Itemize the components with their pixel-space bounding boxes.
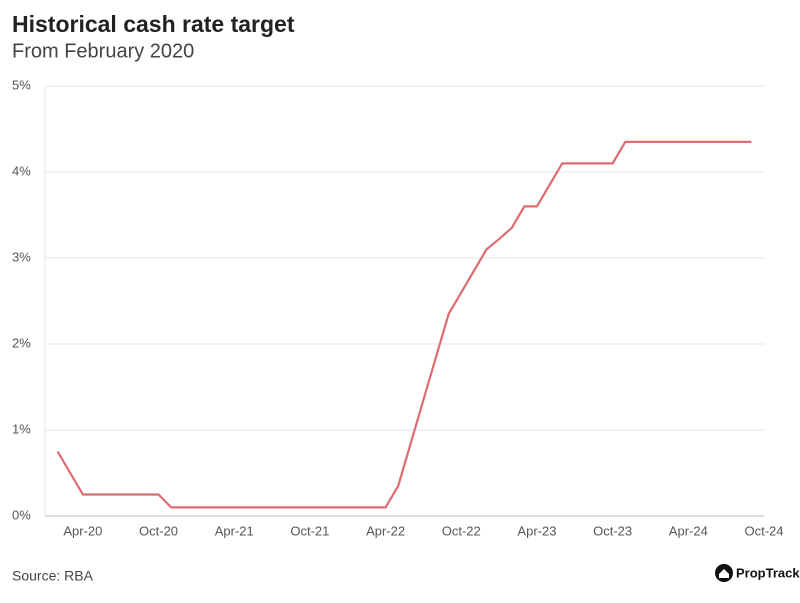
y-tick-label: 5% [12,77,31,92]
brand-logo: PropTrack [715,564,800,582]
y-tick-label: 1% [12,421,31,436]
x-tick-label: Apr-24 [669,523,708,538]
y-tick-label: 4% [12,163,31,178]
y-tick-label: 2% [12,335,31,350]
x-tick-label: Oct-21 [290,523,329,538]
x-tick-label: Apr-23 [517,523,556,538]
x-tick-label: Apr-21 [215,523,254,538]
y-tick-label: 3% [12,249,31,264]
brand-name: PropTrack [736,565,800,580]
source-note: Source: RBA [12,568,94,584]
x-tick-label: Oct-24 [744,523,783,538]
x-tick-label: Apr-22 [366,523,405,538]
x-tick-label: Apr-20 [63,523,102,538]
y-tick-label: 0% [12,507,31,522]
x-tick-label: Oct-22 [442,523,481,538]
data-line [56,140,752,509]
x-tick-label: Oct-20 [139,523,178,538]
x-tick-label: Oct-23 [593,523,632,538]
chart-subtitle: From February 2020 [12,40,194,62]
chart-title: Historical cash rate target [12,11,295,37]
